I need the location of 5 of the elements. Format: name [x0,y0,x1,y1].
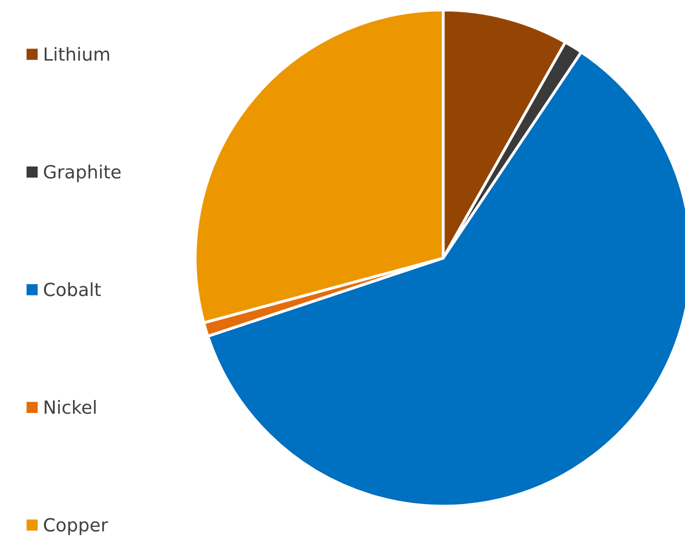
legend-label: Cobalt [44,282,101,296]
legend-label: Nickel [44,400,96,414]
legend-label: Graphite [44,164,121,182]
legend-label: Copper [44,518,108,536]
legend-label: Lithium [44,46,110,61]
